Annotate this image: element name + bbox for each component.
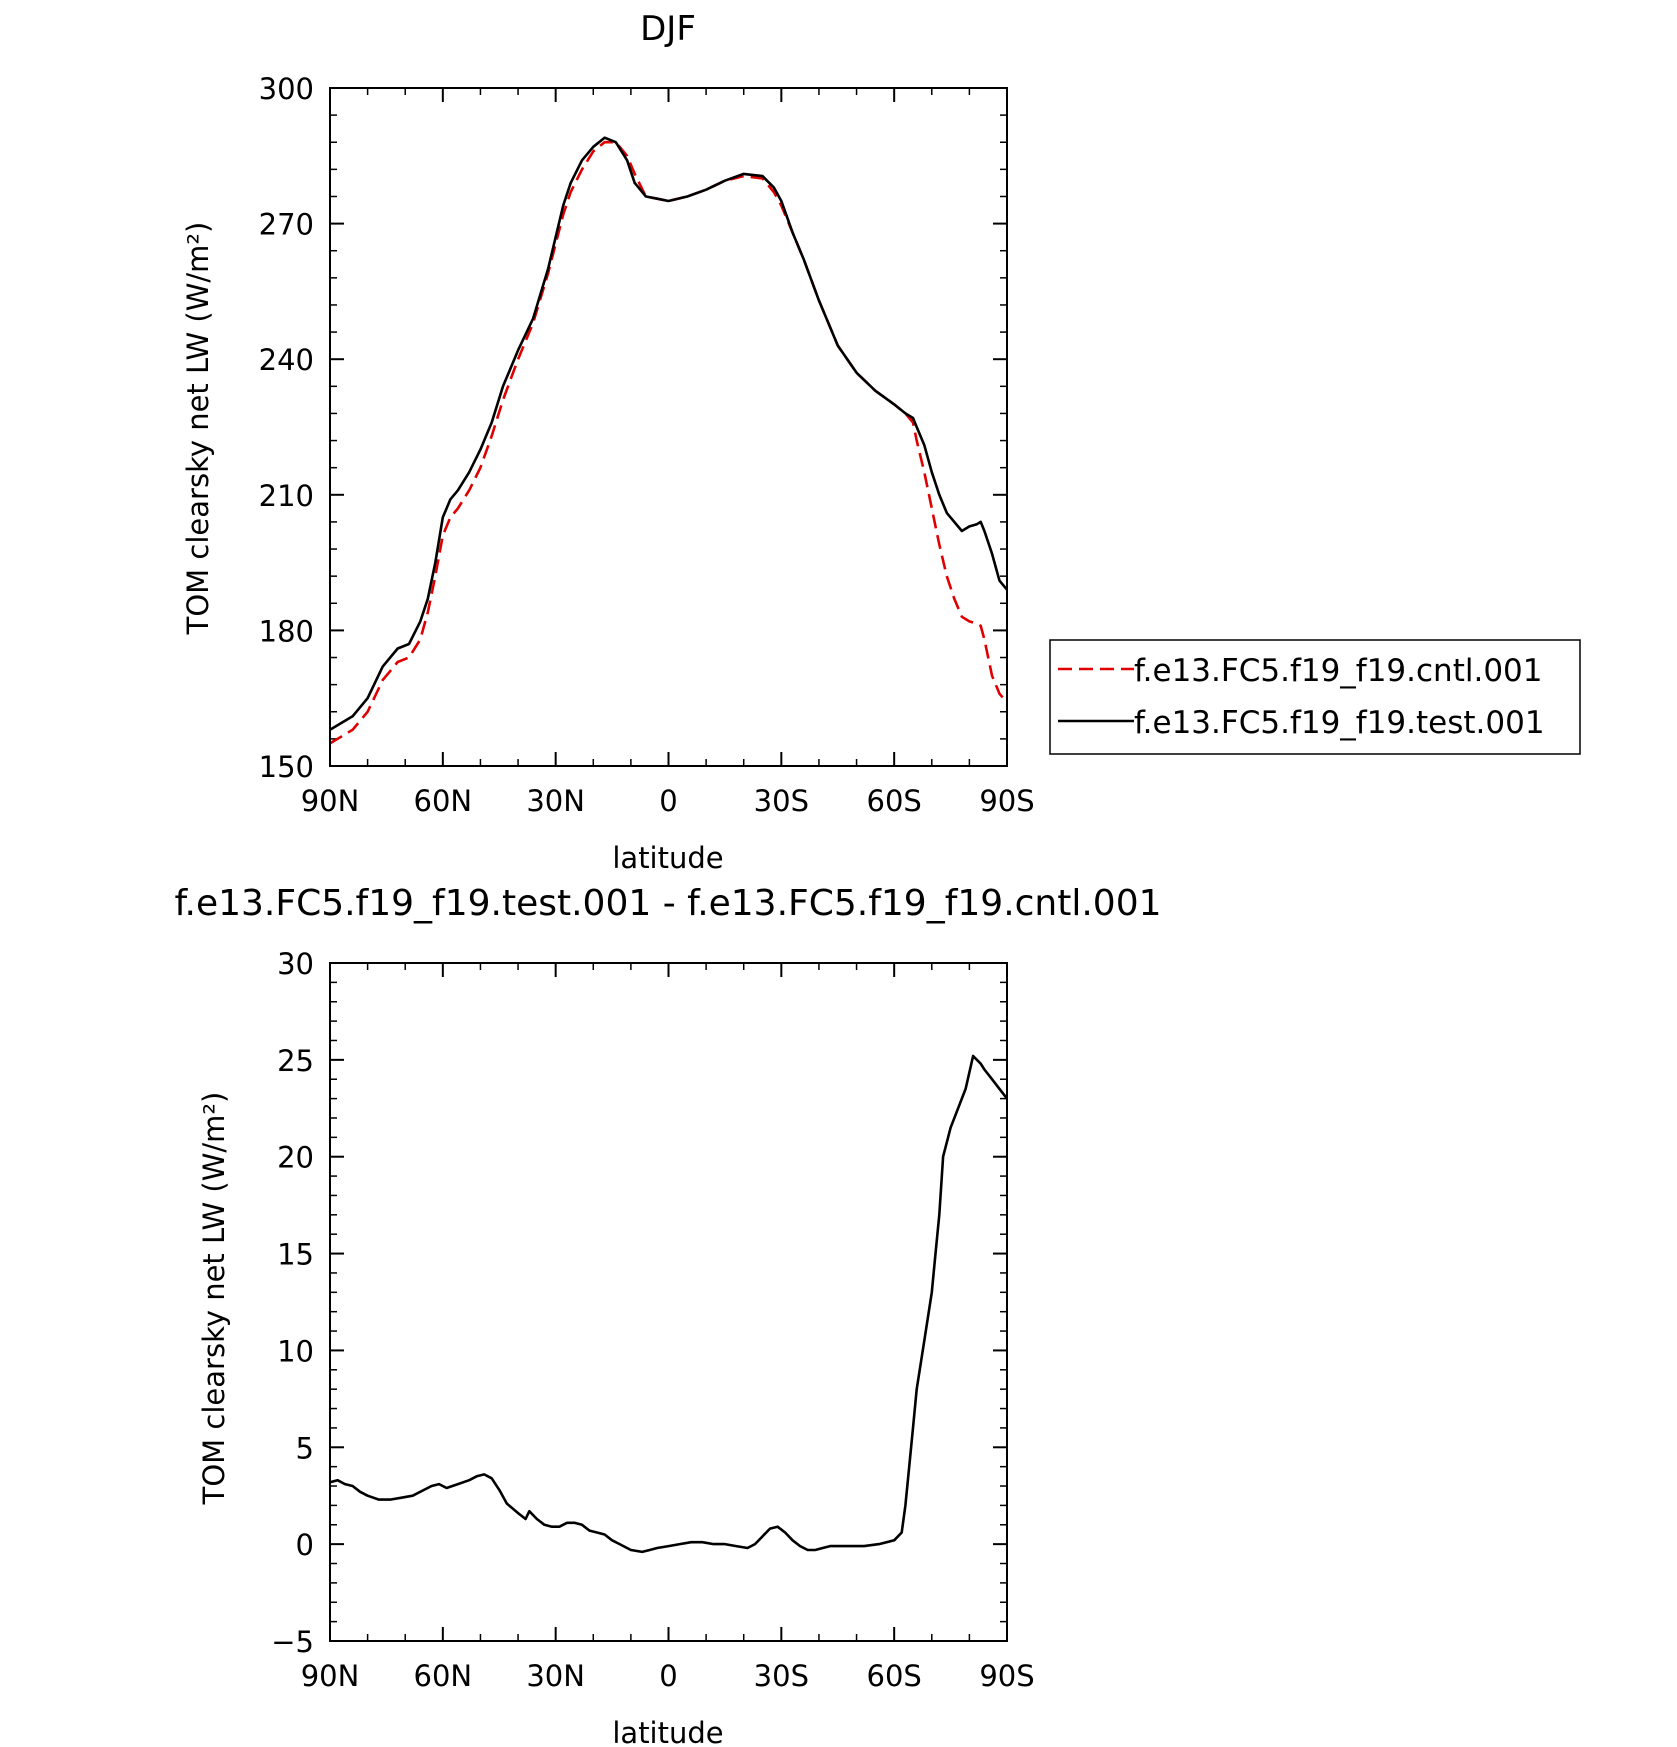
x-tick-label: 90S bbox=[979, 1659, 1034, 1693]
y-tick-label: 5 bbox=[296, 1431, 314, 1465]
x-tick-label: 30N bbox=[526, 784, 585, 818]
bottom-y-axis-label: TOM clearsky net LW (W/m²) bbox=[197, 1092, 231, 1506]
x-tick-label: 90S bbox=[979, 784, 1034, 818]
y-tick-label: 30 bbox=[277, 947, 314, 981]
y-tick-label: 240 bbox=[259, 343, 314, 377]
bottom-plot-frame bbox=[329, 962, 1008, 1642]
y-tick-label: −5 bbox=[271, 1625, 314, 1659]
x-tick-label: 60N bbox=[414, 1659, 473, 1693]
legend-label-cntl: f.e13.FC5.f19_f19.cntl.001 bbox=[1134, 653, 1543, 689]
series-line-f-e13-fc5-f19-f19-test-001 bbox=[329, 136, 1008, 731]
legend-label-test: f.e13.FC5.f19_f19.test.001 bbox=[1134, 705, 1545, 741]
y-tick-label: 25 bbox=[277, 1044, 314, 1078]
top-axis-ticks: 90N 60N 30N 0 30S 60S 90S 150 180 210 240 270 300 bbox=[259, 72, 1035, 818]
top-x-axis-label: latitude bbox=[612, 841, 723, 875]
x-tick-label: 30N bbox=[526, 1659, 585, 1693]
x-tick-label: 90N bbox=[301, 1659, 360, 1693]
x-tick-label: 60S bbox=[867, 1659, 922, 1693]
bottom-chart-panel: f.e13.FC5.f19_f19.test.001 - f.e13.FC5.f… bbox=[174, 883, 1161, 1747]
y-tick-label: 270 bbox=[259, 208, 314, 242]
legend: f.e13.FC5.f19_f19.cntl.001 f.e13.FC5.f19… bbox=[1049, 639, 1581, 755]
x-tick-label: 0 bbox=[659, 784, 677, 818]
bottom-chart-title: f.e13.FC5.f19_f19.test.001 - f.e13.FC5.f… bbox=[174, 883, 1161, 924]
top-data-lines bbox=[329, 136, 1008, 745]
legend-box bbox=[1049, 639, 1581, 755]
y-tick-label: 15 bbox=[277, 1238, 314, 1272]
x-tick-label: 60S bbox=[867, 784, 922, 818]
top-plot-frame bbox=[329, 87, 1008, 767]
x-tick-label: 0 bbox=[659, 1659, 677, 1693]
y-tick-label: 300 bbox=[259, 72, 314, 106]
top-chart-panel: DJF latitude TOM clearsky net LW (W/m²) … bbox=[181, 9, 1035, 875]
x-tick-label: 30S bbox=[754, 784, 809, 818]
x-tick-label: 60N bbox=[414, 784, 473, 818]
y-tick-label: 10 bbox=[277, 1334, 314, 1368]
y-tick-label: 180 bbox=[259, 614, 314, 648]
x-tick-label: 30S bbox=[754, 1659, 809, 1693]
top-chart-title: DJF bbox=[640, 9, 696, 49]
y-tick-label: 210 bbox=[259, 479, 314, 513]
series-line-f-e13-fc5-f19-f19-cntl-001 bbox=[329, 140, 1008, 745]
y-tick-label: 0 bbox=[296, 1528, 314, 1562]
bottom-data-lines bbox=[329, 1054, 1009, 1554]
y-tick-label: 150 bbox=[259, 750, 314, 784]
bottom-axis-ticks: 90N 60N 30N 0 30S 60S 90S −5 0 5 10 15 20 25 30 bbox=[271, 947, 1034, 1693]
bottom-x-axis-label: latitude bbox=[612, 1716, 723, 1747]
series-line-difference-0 bbox=[329, 1054, 1009, 1554]
top-y-axis-label: TOM clearsky net LW (W/m²) bbox=[181, 222, 215, 636]
x-tick-label: 90N bbox=[301, 784, 360, 818]
y-tick-label: 20 bbox=[277, 1141, 314, 1175]
